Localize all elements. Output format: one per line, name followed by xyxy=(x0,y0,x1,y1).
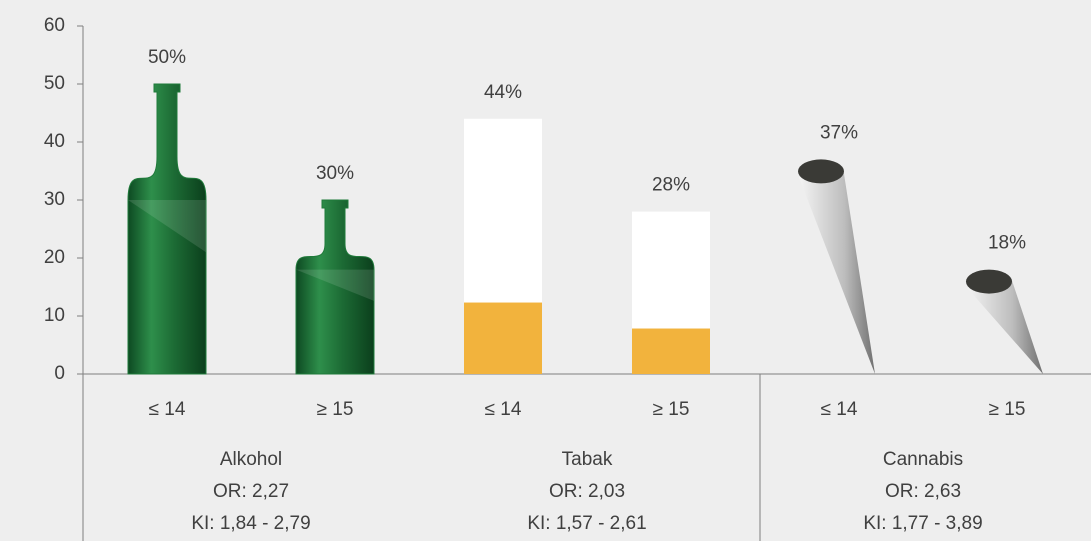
x-tick-label: ≤ 14 xyxy=(485,399,522,420)
joint-tip xyxy=(966,269,1012,294)
bottle xyxy=(295,199,375,375)
value-label: 44% xyxy=(484,82,522,103)
group-stat: OR: 2,63 xyxy=(885,481,961,502)
group-label: Tabak xyxy=(562,449,613,470)
x-tick-label: ≥ 15 xyxy=(653,399,690,420)
y-tick-label: 60 xyxy=(44,15,65,36)
joint-tip xyxy=(798,159,844,184)
y-tick-label: 0 xyxy=(54,363,65,384)
group-label: Alkohol xyxy=(220,449,282,470)
y-tick-label: 50 xyxy=(44,73,65,94)
group-stat: OR: 2,27 xyxy=(213,481,289,502)
cigarette-filter xyxy=(464,302,542,374)
bottle-shine xyxy=(128,200,206,253)
group-stat: KI: 1,57 - 2,61 xyxy=(527,513,646,534)
group-stat: OR: 2,03 xyxy=(549,481,625,502)
group-label: Cannabis xyxy=(883,449,963,470)
bottle xyxy=(127,83,207,375)
x-tick-label: ≤ 14 xyxy=(149,399,186,420)
group-stat: KI: 1,84 - 2,79 xyxy=(191,513,310,534)
value-label: 18% xyxy=(988,233,1026,254)
y-tick-label: 10 xyxy=(44,305,65,326)
value-label: 28% xyxy=(652,175,690,196)
x-tick-label: ≤ 14 xyxy=(821,399,858,420)
cigarette-filter xyxy=(632,328,710,374)
y-tick-label: 40 xyxy=(44,131,65,152)
x-tick-label: ≥ 15 xyxy=(317,399,354,420)
value-label: 37% xyxy=(820,122,858,143)
joint xyxy=(799,167,875,374)
y-tick-label: 30 xyxy=(44,189,65,210)
joint xyxy=(967,277,1043,374)
value-label: 30% xyxy=(316,163,354,184)
y-tick-label: 20 xyxy=(44,247,65,268)
x-tick-label: ≥ 15 xyxy=(989,399,1026,420)
value-label: 50% xyxy=(148,47,186,68)
group-stat: KI: 1,77 - 3,89 xyxy=(863,513,982,534)
bottle-shine xyxy=(296,269,374,301)
